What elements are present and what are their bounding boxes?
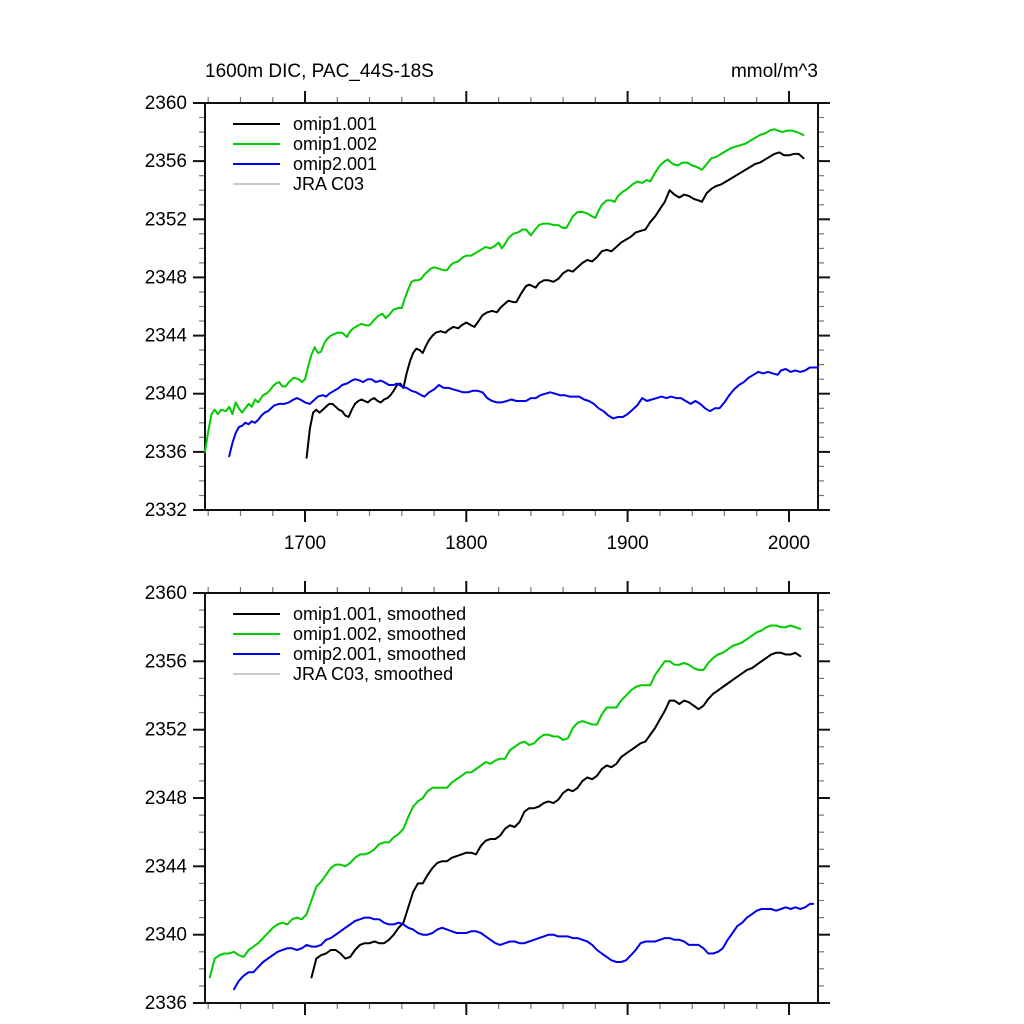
x-tick-label: 1800: [445, 533, 487, 554]
chart-panel-1: 2336 2340 2344 2348 2352 2356 2360: [145, 581, 830, 1015]
series-line-omip1.002-smoothed: [208, 624, 802, 979]
plot-frame: [204, 592, 819, 1004]
units-label: mmol/m^3: [730, 61, 818, 82]
y-tick-label: 2356: [145, 151, 187, 172]
y-tick-label: 2352: [145, 209, 187, 230]
legend-label: omip1.002, smoothed: [293, 624, 467, 644]
y-tick-label: 2344: [145, 326, 188, 347]
series-line-omip1.001-smoothed: [310, 651, 802, 979]
plot-frame: [204, 102, 819, 511]
legend-item: omip1.002, smoothed: [233, 624, 466, 644]
legend-line-omip2-001-icon: [233, 163, 280, 165]
legend-label: JRA C03, smoothed: [293, 664, 454, 684]
legend-item: JRA C03: [233, 174, 377, 194]
legend-label: omip1.001: [293, 114, 378, 134]
legend-line-jra-c03-smoothed-icon: [233, 673, 280, 675]
y-tick-label: 2360: [145, 583, 187, 604]
legend-label: omip1.002: [293, 134, 378, 154]
y-tick-label: 2336: [145, 442, 187, 463]
legend-line-omip1-001-icon: [233, 123, 280, 125]
y-tick-label: 2348: [145, 788, 187, 809]
legend-label: omip2.001: [293, 154, 378, 174]
legend-item: omip1.001: [233, 114, 377, 134]
y-tick-label: 2352: [145, 720, 187, 741]
legend-line-jra-c03-icon: [233, 183, 280, 185]
legend-label: JRA C03: [293, 174, 365, 194]
legend-line-omip1-002-smoothed-icon: [233, 633, 280, 635]
legend-item: omip2.001: [233, 154, 377, 174]
x-tick-label: 2000: [768, 533, 810, 554]
x-tick-label: 1900: [606, 533, 648, 554]
y-tick-label: 2344: [145, 856, 188, 877]
series-line-omip2.001-smoothed: [233, 902, 815, 991]
legend-bottom-chart: omip1.001, smoothed omip1.002, smoothed …: [233, 604, 466, 684]
legend-line-omip2-001-smoothed-icon: [233, 653, 280, 655]
legend-item: omip1.001, smoothed: [233, 604, 466, 624]
legend-item: omip1.002: [233, 134, 377, 154]
legend-label: omip1.001, smoothed: [293, 604, 467, 624]
legend-item: omip2.001, smoothed: [233, 644, 466, 664]
chart-panel-0: 2332 2336 2340 2344 2348 2352 2356 2360 1700 1800…: [145, 91, 830, 554]
legend-line-omip1-001-smoothed-icon: [233, 613, 280, 615]
y-tick-label: 2332: [145, 500, 187, 521]
legend-line-omip1-002-icon: [233, 143, 280, 145]
y-tick-label: 2340: [145, 384, 187, 405]
legend-label: omip2.001, smoothed: [293, 644, 467, 664]
series-line-omip1.001: [305, 151, 805, 459]
y-tick-label: 2340: [145, 925, 187, 946]
y-tick-label: 2360: [145, 93, 187, 114]
y-tick-label: 2348: [145, 267, 187, 288]
x-tick-label: 1700: [284, 533, 326, 554]
y-tick-label: 2356: [145, 651, 187, 672]
y-tick-label: 2336: [145, 993, 187, 1014]
legend-item: JRA C03, smoothed: [233, 664, 466, 684]
series-line-omip2.001: [228, 366, 819, 458]
legend-top-chart: omip1.001 omip1.002 omip2.001 JRA C03: [233, 114, 377, 194]
series-line-omip1.002: [204, 128, 805, 453]
page-title: 1600m DIC, PAC_44S-18S: [205, 61, 434, 82]
